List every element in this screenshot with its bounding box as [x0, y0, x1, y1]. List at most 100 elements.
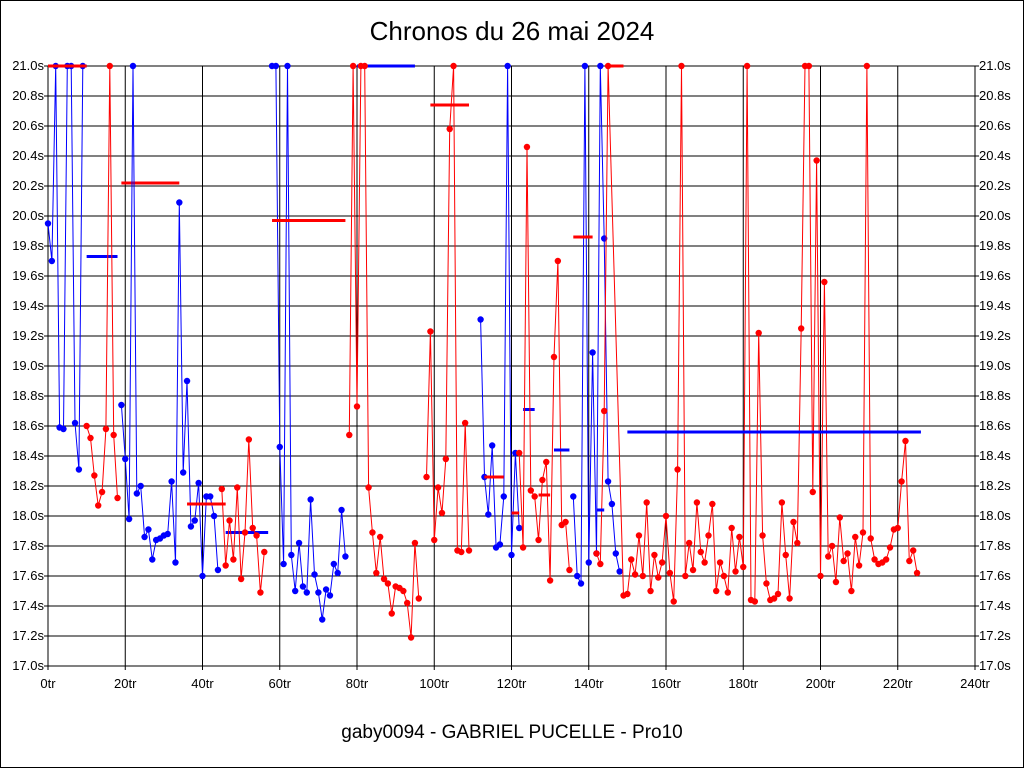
y-tick-label-left: 18.0s [12, 508, 44, 523]
data-point [129, 62, 137, 70]
data-point [485, 511, 492, 518]
data-point [597, 62, 604, 70]
data-point [488, 442, 496, 449]
data-point [253, 532, 260, 539]
data-point [322, 586, 330, 593]
data-point [728, 524, 735, 532]
y-tick-label-left: 17.6s [12, 568, 44, 583]
data-point [709, 500, 716, 508]
data-point [133, 490, 141, 497]
data-point [732, 568, 739, 575]
data-point [361, 62, 368, 70]
data-point [207, 493, 214, 500]
data-point [149, 556, 156, 563]
data-point [388, 610, 395, 617]
data-point [199, 572, 206, 580]
data-point [145, 526, 152, 533]
data-point [666, 569, 674, 577]
data-point [743, 62, 751, 70]
data-point [87, 434, 94, 442]
data-point [813, 157, 820, 164]
data-point [71, 419, 79, 427]
y-tick-label-right: 17.2s [979, 628, 1011, 643]
data-point [736, 533, 743, 541]
y-tick-label-left: 18.8s [12, 388, 44, 403]
data-point [98, 488, 106, 496]
data-point [821, 278, 828, 286]
data-point [407, 634, 415, 641]
data-point [226, 517, 233, 524]
data-point [346, 431, 353, 439]
data-point [566, 566, 573, 574]
data-point [376, 533, 384, 541]
data-point [307, 496, 314, 503]
data-point [848, 587, 855, 595]
data-point [349, 62, 357, 70]
y-tick-label-right: 20.6s [979, 118, 1011, 133]
data-point [353, 403, 361, 410]
data-point [261, 548, 268, 556]
x-tick-label: 140tr [574, 676, 604, 691]
data-point [446, 125, 453, 133]
data-point [288, 551, 295, 559]
data-point [400, 587, 407, 595]
data-point [299, 583, 307, 590]
data-point [91, 472, 98, 479]
data-point [612, 550, 619, 557]
data-point [218, 485, 226, 493]
y-tick-label-left: 20.2s [12, 178, 44, 193]
data-point [763, 580, 770, 587]
data-point [191, 517, 198, 524]
data-point [60, 425, 67, 433]
data-point [658, 559, 666, 566]
data-point [415, 595, 422, 602]
data-point [910, 547, 917, 554]
series-line-7 [426, 65, 470, 553]
data-point [601, 407, 608, 415]
data-point [759, 532, 766, 539]
data-point [83, 422, 90, 430]
data-point [639, 572, 647, 580]
series-line-6 [348, 65, 420, 638]
data-point [855, 562, 863, 569]
data-point [326, 592, 334, 599]
data-point [689, 566, 697, 574]
data-point [531, 493, 538, 500]
x-tick-label: 100tr [419, 676, 449, 691]
series-line-1 [47, 65, 84, 470]
data-point [886, 544, 894, 551]
data-point [295, 539, 303, 547]
data-point [222, 562, 229, 569]
data-point [782, 551, 789, 559]
data-point [292, 587, 299, 595]
y-tick-label-right: 20.2s [979, 178, 1011, 193]
y-tick-label-right: 21.0s [979, 58, 1011, 73]
x-tick-label: 220tr [883, 676, 913, 691]
data-point [697, 548, 704, 556]
data-point [906, 557, 913, 565]
data-point [805, 62, 813, 70]
data-point [577, 580, 585, 587]
y-tick-label-right: 19.8s [979, 238, 1011, 253]
data-point [141, 533, 148, 541]
data-point [315, 589, 322, 596]
data-point [508, 551, 515, 559]
data-point [330, 560, 338, 568]
y-tick-label-left: 19.6s [12, 268, 44, 283]
y-tick-label-left: 17.8s [12, 538, 44, 553]
data-point [655, 574, 662, 581]
data-point [794, 539, 801, 547]
y-tick-label-right: 20.8s [979, 88, 1011, 103]
data-point [597, 560, 604, 568]
series-line-9 [518, 146, 570, 581]
data-point [319, 616, 326, 623]
data-point [543, 458, 550, 466]
data-point [477, 316, 484, 323]
data-point [670, 598, 677, 605]
data-point [643, 499, 650, 506]
y-tick-label-right: 19.4s [979, 298, 1011, 313]
data-point [172, 559, 179, 566]
data-point [573, 572, 581, 580]
data-point [373, 569, 380, 577]
